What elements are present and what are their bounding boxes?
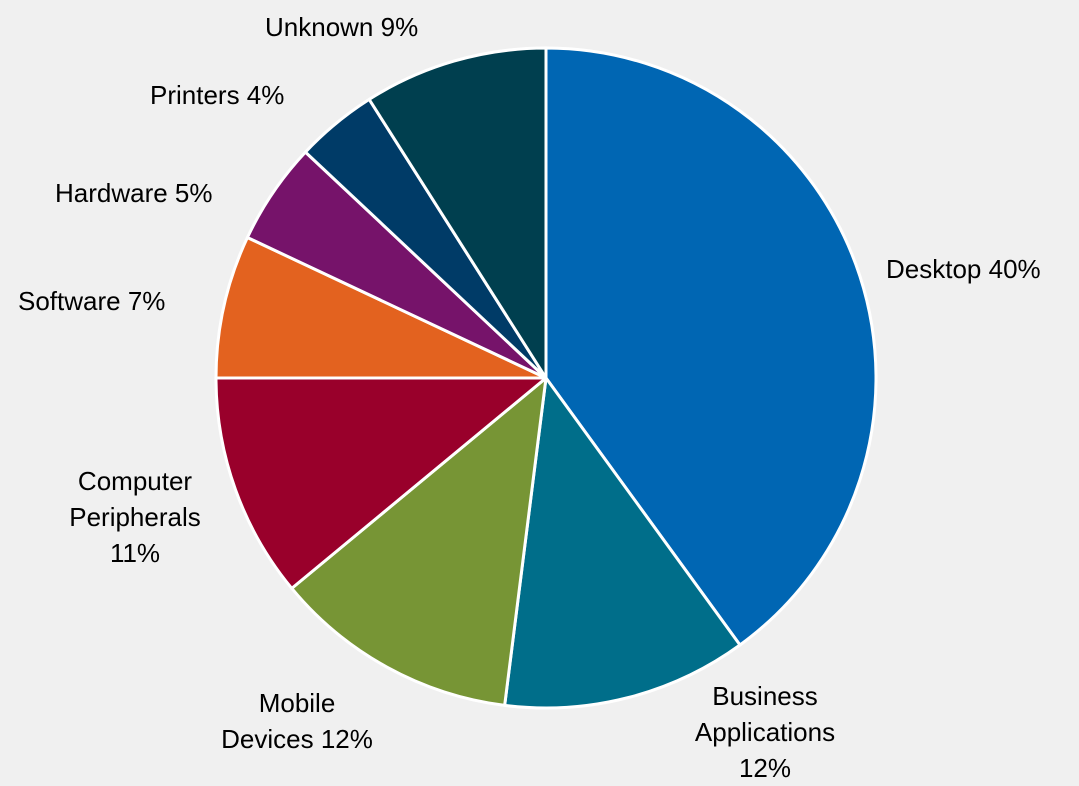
slice-label-line: Applications <box>695 717 835 747</box>
slice-label-line: Hardware 5% <box>55 178 213 208</box>
slice-label-line: Peripherals <box>69 502 201 532</box>
slice-label-line: Devices 12% <box>221 724 373 754</box>
slice-label-mobile-devices: Mobile Devices 12% <box>221 688 373 754</box>
slice-label-software: Software 7% <box>18 286 165 316</box>
pie-slice-business-applications <box>503 376 742 710</box>
slice-label-unknown: Unknown 9% <box>265 12 418 42</box>
slice-label-line: Desktop 40% <box>886 254 1041 284</box>
slice-label-line: Software 7% <box>18 286 165 316</box>
pie-slice-unknown <box>367 46 548 380</box>
slice-label-line: Computer <box>78 466 192 496</box>
slice-label-line: Mobile <box>259 688 336 718</box>
pie-slice-computer-peripherals <box>214 376 548 590</box>
slice-label-line: 12% <box>739 753 791 781</box>
slice-label-line: Unknown 9% <box>265 12 418 42</box>
slice-label-line: Printers 4% <box>150 80 284 110</box>
slice-label-line: 11% <box>110 538 160 568</box>
slice-label-printers: Printers 4% <box>150 80 284 110</box>
slice-label-desktop: Desktop 40% <box>886 254 1041 284</box>
pie-slice-mobile-devices <box>290 376 548 707</box>
slice-label-hardware: Hardware 5% <box>55 178 213 208</box>
slice-label-line: Business <box>712 681 818 711</box>
pie-slice-software <box>214 235 548 380</box>
pie-slice-desktop <box>544 46 878 647</box>
labels-layer: Desktop 40% Business Applications 12% Mobile… <box>18 12 1041 783</box>
slices-layer <box>214 46 878 710</box>
slice-label-computer-peripherals: Computer Peripherals 11% <box>69 466 201 568</box>
slice-label-business-applications: Business Applications 12% <box>695 681 835 781</box>
